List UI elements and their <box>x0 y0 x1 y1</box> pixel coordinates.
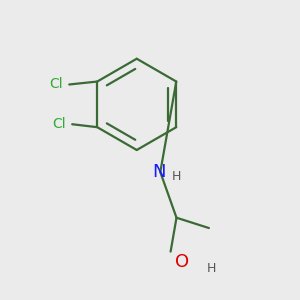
Text: Cl: Cl <box>53 117 66 131</box>
Text: Cl: Cl <box>50 77 63 92</box>
Text: H: H <box>207 262 217 275</box>
Text: N: N <box>152 163 166 181</box>
Text: O: O <box>175 254 190 272</box>
Text: H: H <box>172 170 181 183</box>
